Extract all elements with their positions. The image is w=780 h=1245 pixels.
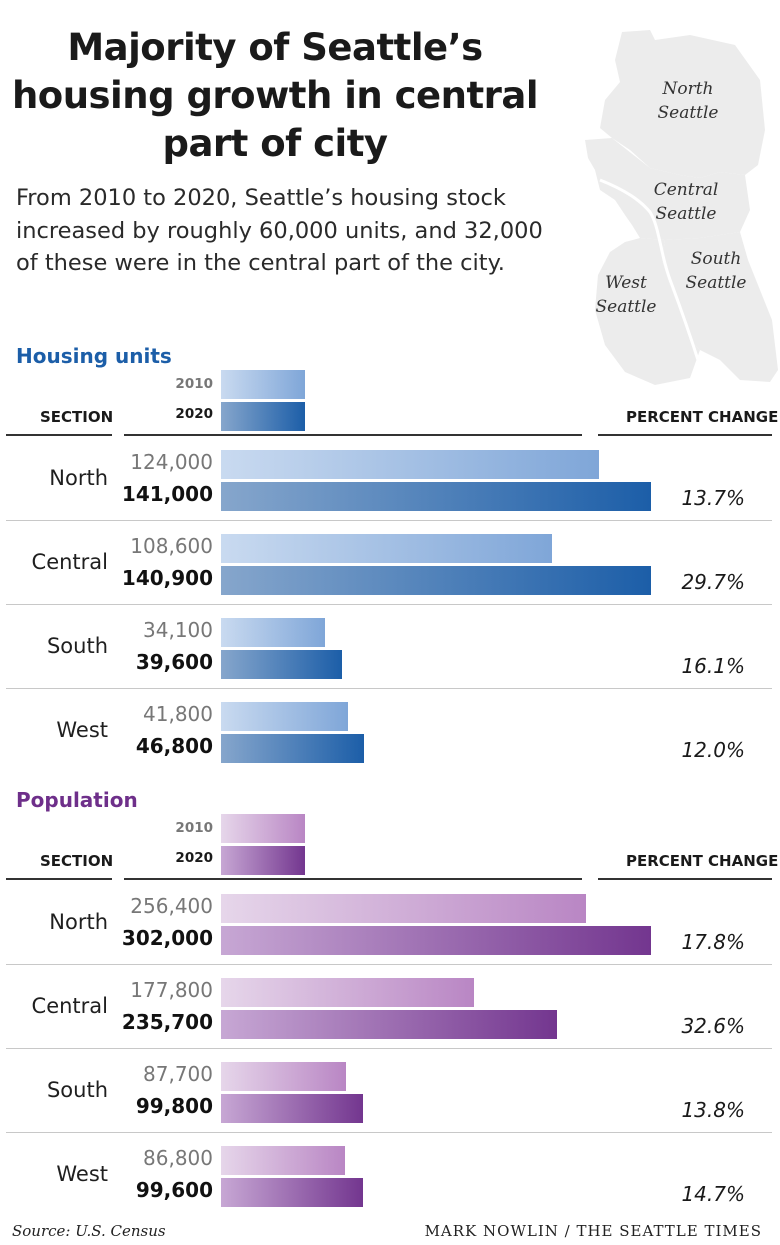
bar-2010-west: [221, 1146, 345, 1175]
bar-2010-west: [221, 702, 348, 731]
bar-2020-north: [221, 926, 651, 955]
credit-line: MARK NOWLIN / THE SEATTLE TIMES: [424, 1222, 762, 1240]
value-2020: 39,600: [135, 650, 213, 674]
percent-change-central: 29.7%: [681, 570, 745, 594]
bar-2020-west: [221, 734, 364, 763]
legend-year-2010: 2010: [175, 376, 213, 392]
map-label-west: West: [605, 273, 647, 293]
row-label-south: South: [46, 634, 108, 658]
row-label-south: South: [46, 1078, 108, 1102]
legend-bar-2010: [221, 814, 305, 843]
map-north-seattle: [600, 30, 765, 178]
seattle-map: North Seattle Central Seattle South Seat…: [585, 30, 778, 385]
chart-subtitle: From 2010 to 2020, Seattle’s housing sto…: [16, 185, 543, 276]
value-2020: 235,700: [121, 1010, 213, 1034]
legend-bar-2020: [221, 402, 305, 431]
value-2010: 41,800: [143, 702, 213, 726]
bar-2020-north: [221, 482, 651, 511]
bar-2020-west: [221, 1178, 363, 1207]
map-label-south: Seattle: [685, 273, 746, 293]
percent-change-column-header: PERCENT CHANGE: [626, 852, 779, 870]
value-2020: 46,800: [135, 734, 213, 758]
row-separator: [6, 1048, 772, 1049]
header-rule: [124, 434, 582, 436]
bar-2010-north: [221, 894, 586, 923]
header-rule: [598, 878, 772, 880]
row-separator: [6, 1132, 772, 1133]
header-rule: [6, 434, 112, 436]
legend-bar-2020: [221, 846, 305, 875]
header-rule: [6, 878, 112, 880]
value-2020: 302,000: [121, 926, 213, 950]
percent-change-south: 13.8%: [681, 1098, 745, 1122]
bar-2020-south: [221, 1094, 363, 1123]
bar-2010-central: [221, 978, 474, 1007]
source-note: Source: U.S. Census: [12, 1222, 166, 1240]
row-label-north: North: [49, 466, 108, 490]
percent-change-south: 16.1%: [681, 654, 745, 678]
section-column-header: SECTION: [40, 408, 114, 426]
value-2020: 141,000: [121, 482, 213, 506]
section-title: Population: [16, 788, 138, 812]
map-label-north: Seattle: [657, 103, 718, 123]
percent-change-column-header: PERCENT CHANGE: [626, 408, 779, 426]
bar-2020-central: [221, 566, 651, 595]
header-rule: [124, 878, 582, 880]
row-label-central: Central: [31, 994, 108, 1018]
header-rule: [598, 434, 772, 436]
map-label-central: Seattle: [655, 204, 716, 224]
row-separator: [6, 520, 772, 521]
bar-2020-central: [221, 1010, 557, 1039]
map-central-seattle: [585, 138, 750, 240]
legend-year-2010: 2010: [175, 820, 213, 836]
percent-change-west: 14.7%: [681, 1182, 745, 1206]
legend-bar-2010: [221, 370, 305, 399]
percent-change-west: 12.0%: [681, 738, 745, 762]
row-label-west: West: [56, 718, 108, 742]
legend-year-2020: 2020: [175, 850, 213, 866]
map-west-seattle: [595, 238, 700, 385]
section-column-header: SECTION: [40, 852, 114, 870]
row-separator: [6, 688, 772, 689]
map-south-seattle: [662, 232, 778, 382]
row-label-central: Central: [31, 550, 108, 574]
percent-change-central: 32.6%: [681, 1014, 745, 1038]
map-label-west: Seattle: [595, 297, 656, 317]
bar-2010-north: [221, 450, 599, 479]
percent-change-north: 17.8%: [681, 930, 745, 954]
map-label-south: South: [691, 249, 742, 269]
value-2010: 108,600: [130, 534, 213, 558]
bar-2010-south: [221, 1062, 346, 1091]
row-label-north: North: [49, 910, 108, 934]
map-label-central: Central: [654, 180, 719, 200]
chart-title: Majority of Seattle’s housing growth in …: [11, 26, 539, 165]
map-label-north: North: [661, 79, 713, 99]
row-label-west: West: [56, 1162, 108, 1186]
value-2020: 140,900: [121, 566, 213, 590]
bar-2020-south: [221, 650, 342, 679]
bar-2010-central: [221, 534, 552, 563]
value-2020: 99,600: [135, 1178, 213, 1202]
value-2010: 124,000: [130, 450, 213, 474]
row-separator: [6, 964, 772, 965]
bar-2010-south: [221, 618, 325, 647]
value-2010: 256,400: [130, 894, 213, 918]
legend-year-2020: 2020: [175, 406, 213, 422]
map-waterway: [599, 178, 700, 361]
value-2010: 177,800: [130, 978, 213, 1002]
section-title: Housing units: [16, 344, 172, 368]
value-2010: 86,800: [143, 1146, 213, 1170]
value-2010: 87,700: [143, 1062, 213, 1086]
percent-change-north: 13.7%: [681, 486, 745, 510]
value-2020: 99,800: [135, 1094, 213, 1118]
value-2010: 34,100: [143, 618, 213, 642]
row-separator: [6, 604, 772, 605]
